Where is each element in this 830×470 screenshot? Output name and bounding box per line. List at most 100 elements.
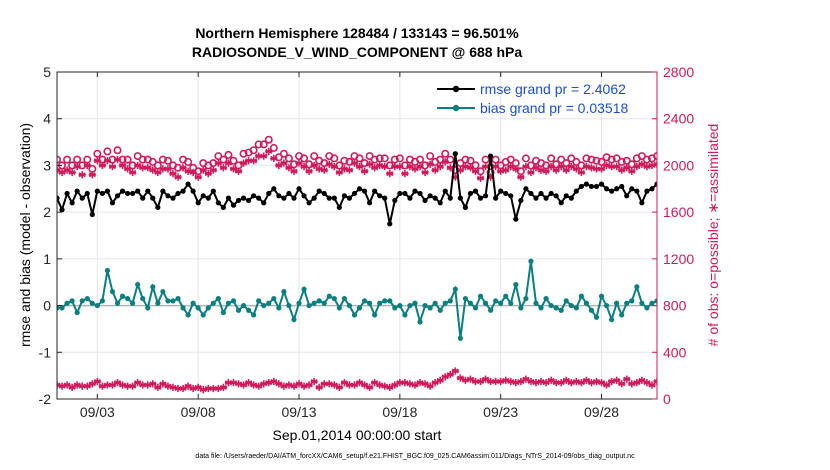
rmse-point: [175, 190, 181, 197]
star-stroke: [750, 383, 756, 387]
rmse-point: [432, 195, 438, 201]
legend: [437, 85, 475, 112]
bias-point: [281, 288, 287, 295]
bias-point: [578, 293, 584, 299]
star-stroke: [760, 173, 766, 177]
star-stroke: [745, 168, 751, 172]
bias-point: [251, 312, 257, 318]
obs-count-marker: [714, 379, 721, 386]
star-stroke: [694, 381, 700, 385]
rmse-point: [59, 207, 65, 213]
bias-point: [644, 305, 650, 311]
star-stroke: [800, 162, 806, 166]
obs-assimilated-marker: [547, 162, 555, 171]
obs-assimilated-marker: [295, 159, 303, 167]
bias-point: [780, 303, 785, 308]
star-stroke: [724, 172, 730, 176]
rmse-point: [150, 195, 156, 201]
bias-point: [770, 310, 775, 315]
bias-point: [89, 300, 95, 306]
rmse-point: [210, 188, 216, 194]
legend-swatch-marker: [452, 85, 460, 93]
bias-point: [801, 308, 806, 313]
obs-assimilated-marker: [174, 173, 182, 181]
rmse-point: [670, 182, 675, 187]
obs-assimilated-marker: [355, 162, 364, 171]
star-stroke: [724, 172, 730, 176]
bias-point: [215, 295, 221, 302]
bias-point: [245, 307, 252, 313]
star-stroke: [704, 384, 710, 388]
obs-assimilated-marker: [739, 165, 746, 172]
obs-count-marker: [709, 378, 716, 385]
obs-possible-marker: [724, 163, 730, 169]
star-stroke: [714, 381, 720, 385]
bias-point: [619, 312, 625, 318]
obs-count-marker: [699, 378, 706, 385]
obs-possible-marker: [740, 158, 746, 164]
obs-possible-marker: [765, 159, 771, 165]
obs-count-marker: [729, 381, 736, 388]
star-stroke: [795, 167, 801, 171]
obs-assimilated-marker: [320, 166, 328, 174]
obs-count-marker: [310, 377, 318, 386]
obs-possible-marker: [370, 155, 379, 164]
rmse-point: [573, 188, 579, 194]
obs-assimilated-marker: [330, 162, 338, 171]
star-stroke: [785, 381, 791, 385]
obs-count-marker: [219, 383, 227, 391]
obs-assimilated-marker: [492, 162, 500, 171]
rmse-point: [806, 207, 811, 212]
rmse-point: [341, 193, 347, 199]
bias-point: [821, 291, 826, 296]
y-tick-label-right: 800: [663, 298, 687, 314]
rmse-point: [578, 183, 584, 190]
obs-assimilated-marker: [784, 165, 791, 172]
rmse-point: [442, 188, 448, 194]
star-stroke: [800, 382, 806, 386]
obs-assimilated-marker: [73, 162, 81, 171]
bias-point: [79, 298, 85, 304]
bias-point: [361, 298, 368, 304]
bias-point: [735, 294, 740, 299]
bias-point: [109, 288, 116, 295]
rmse-point: [659, 184, 664, 189]
obs-assimilated-marker: [628, 167, 636, 175]
obs-assimilated-marker: [250, 157, 258, 165]
obs-count-marker: [724, 380, 731, 387]
x-tick-label: 09/03: [80, 404, 115, 420]
rmse-point: [588, 183, 595, 190]
obs-assimilated-marker: [421, 168, 429, 177]
bias-point: [553, 305, 559, 311]
obs-count-marker: [618, 380, 626, 388]
star-stroke: [750, 383, 756, 387]
rmse-point: [140, 195, 146, 201]
obs-possible-marker: [184, 157, 193, 166]
obs-count-marker: [663, 379, 670, 386]
obs-assimilated-marker: [416, 162, 424, 171]
rmse-point: [256, 195, 262, 201]
rmse-point: [205, 195, 211, 201]
star-stroke: [679, 381, 685, 385]
bias-point: [472, 305, 479, 311]
bias-point: [583, 300, 590, 306]
obs-count-marker: [426, 382, 434, 390]
x-axis-label: Sep.01,2014 00:00:00 start: [273, 427, 442, 443]
bias-point: [311, 300, 317, 306]
obs-assimilated-marker: [724, 170, 731, 177]
obs-assimilated-marker: [800, 161, 807, 168]
obs-possible-marker: [219, 155, 228, 164]
bias-point: [372, 312, 378, 318]
bias-point: [513, 281, 519, 288]
obs-assimilated-marker: [83, 161, 91, 170]
bias-point: [124, 295, 131, 302]
rmse-point: [649, 186, 655, 192]
rmse-point: [488, 153, 494, 159]
obs-assimilated-marker: [759, 171, 766, 178]
obs-assimilated-marker: [285, 164, 293, 172]
rmse-point: [528, 190, 534, 197]
star-stroke: [750, 174, 756, 178]
data-file-footnote: data file: /Users/raeder/DAI/ATM_forcXX/…: [195, 453, 635, 460]
bias-point: [422, 302, 428, 309]
star-stroke: [704, 384, 710, 388]
